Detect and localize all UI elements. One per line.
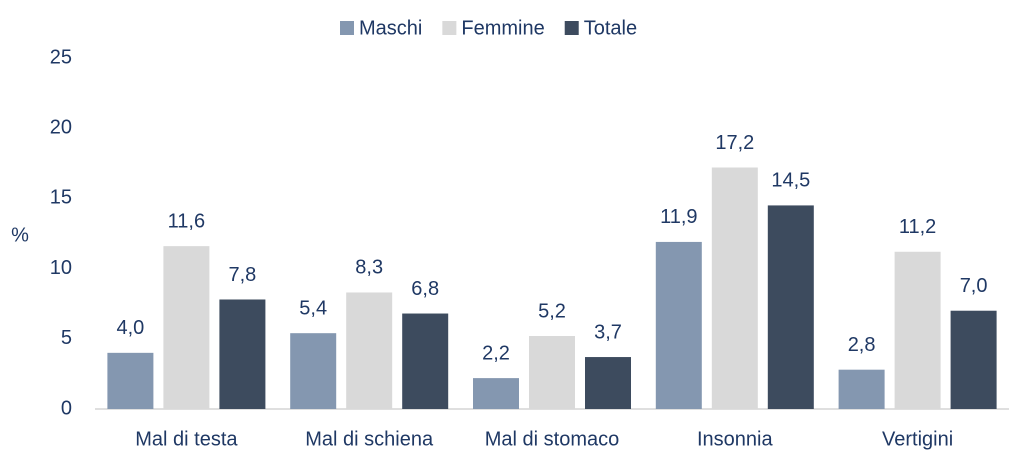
legend-label: Totale <box>584 17 637 39</box>
value-label: 5,4 <box>299 297 327 319</box>
y-tick-label: 25 <box>50 46 72 68</box>
x-tick-label: Insonnia <box>697 428 773 450</box>
x-tick-label: Vertigini <box>882 428 953 450</box>
bar <box>767 205 814 409</box>
value-label: 11,2 <box>899 216 936 238</box>
y-tick-label: 0 <box>61 397 72 419</box>
value-label: 3,7 <box>594 321 622 343</box>
value-label: 5,2 <box>538 300 566 322</box>
legend-label: Maschi <box>359 17 422 39</box>
value-label: 14,5 <box>771 170 810 192</box>
value-label: 7,8 <box>228 264 256 286</box>
legend-label: Femmine <box>461 17 544 39</box>
bar <box>473 378 519 409</box>
value-label: 2,2 <box>482 342 510 364</box>
value-label: 7,0 <box>960 275 988 297</box>
value-label: 6,8 <box>411 278 439 300</box>
bar <box>585 357 631 409</box>
x-tick-label: Mal di schiena <box>305 428 434 450</box>
bar <box>950 310 997 409</box>
y-tick-label: 10 <box>50 257 72 279</box>
y-tick-label: 20 <box>50 116 72 138</box>
bar <box>655 241 702 409</box>
bar <box>107 352 154 409</box>
x-tick-label: Mal di stomaco <box>485 428 620 450</box>
bar <box>163 246 210 409</box>
bar <box>290 333 337 409</box>
bar <box>402 313 449 409</box>
bar <box>219 299 266 409</box>
bar <box>711 167 758 409</box>
legend-swatch <box>442 21 457 35</box>
value-label: 11,6 <box>168 210 205 232</box>
legend-swatch <box>564 21 579 35</box>
value-label: 4,0 <box>116 317 144 339</box>
x-tick-label: Mal di testa <box>135 428 238 450</box>
value-label: 11,9 <box>660 206 697 228</box>
y-tick-label: 5 <box>61 327 72 349</box>
legend-swatch <box>340 21 354 35</box>
y-tick-label: 15 <box>50 187 72 209</box>
bar <box>529 335 575 409</box>
bar <box>346 292 393 409</box>
y-axis-label: % <box>11 224 29 246</box>
value-label: 17,2 <box>715 132 754 154</box>
bar <box>894 251 941 409</box>
value-label: 8,3 <box>355 257 383 279</box>
bar <box>838 369 885 409</box>
value-label: 2,8 <box>848 334 876 356</box>
